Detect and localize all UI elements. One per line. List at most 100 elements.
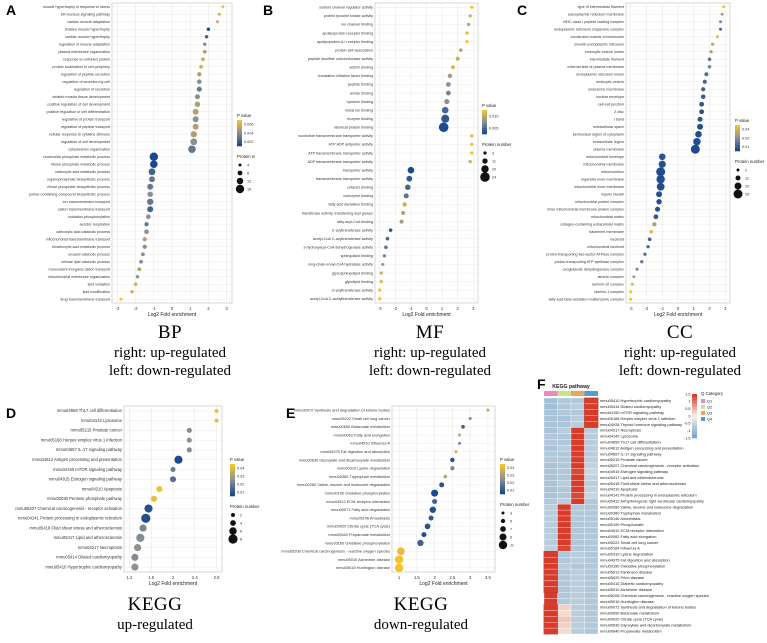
legend-size-title: Protein number — [482, 142, 512, 147]
term-label: nucleotide transmembrane transporter act… — [298, 134, 373, 138]
heatmap-cell — [570, 462, 585, 469]
x-tick-label: 1 — [398, 575, 401, 580]
legend-size-tick: 2 — [240, 513, 242, 517]
term-label: muscle hypertrophy in response to stress — [43, 5, 110, 9]
legend-size-tick: 12 — [247, 179, 251, 183]
x-tick-label: 2.8 — [214, 575, 220, 580]
heatmap-cell — [570, 445, 585, 452]
heatmap-row-label: mmu05414 Dilated cardiomyopathy — [600, 404, 661, 409]
legend-color-segment — [230, 488, 235, 491]
legend-color-segment — [735, 140, 740, 143]
heatmap-cell — [570, 409, 585, 416]
legend-color-segment — [482, 132, 487, 135]
heatmap-cell — [543, 439, 558, 446]
data-point — [192, 116, 199, 123]
heatmap-row-label: mmu05010 Alzheimer disease — [600, 587, 652, 592]
data-point — [131, 553, 139, 561]
heatmap-cell — [584, 445, 599, 452]
data-point — [702, 79, 707, 84]
heatmap-cell — [543, 427, 558, 434]
heatmap-cell — [584, 574, 599, 582]
term-label: mmu00062 Fatty acid elongation — [334, 432, 390, 437]
heatmap-cell — [570, 586, 585, 593]
caption-cc: CC right: up-regulated left: down-regula… — [590, 322, 767, 380]
heatmap-cell — [557, 492, 572, 499]
heatmap-row-label: mmu05164 Influenza A — [600, 546, 640, 551]
legend-size-tick: 3 — [492, 151, 494, 155]
category-legend-swatch — [701, 405, 705, 409]
legend-color-segment — [482, 124, 487, 127]
heatmap-cell — [584, 498, 599, 505]
x-tick-label: 0 — [677, 306, 680, 311]
heatmap-cell — [584, 539, 599, 546]
term-label: mmu05215 Prostate cancer — [71, 428, 123, 433]
term-label: positive regulation of cell differentiat… — [47, 110, 110, 114]
heatmap-cell — [584, 557, 599, 564]
legend-size-tick: 16 — [247, 187, 251, 191]
category-strip-cell — [584, 391, 598, 396]
caption-bp-note-1: right: up-regulated — [113, 345, 227, 361]
heatmap-cell — [543, 492, 558, 499]
data-point — [144, 222, 149, 227]
heatmap-cell — [543, 586, 558, 593]
term-label: sarcoplasmic reticulum membrane — [568, 13, 624, 17]
x-axis-label: Log2 Fold enrichment — [654, 312, 703, 318]
heatmap-cell — [570, 486, 585, 493]
heatmap-cell — [570, 456, 585, 464]
heatmap-row-label: mmu00380 Tryptophan metabolism — [600, 510, 661, 515]
heatmap-cell — [570, 592, 585, 599]
term-label: I band — [614, 118, 624, 122]
term-label: mmu04217 Necroptosis — [78, 545, 122, 550]
legend-color-segment — [735, 133, 740, 137]
term-label: identical protein binding — [334, 126, 373, 130]
heatmap-cell — [543, 610, 558, 617]
data-point — [711, 42, 715, 46]
term-label: ER-nucleus signaling pathway — [61, 13, 111, 17]
data-point — [144, 229, 149, 235]
panel-label-b: B — [263, 2, 274, 18]
heatmap-row-label: mmu05215 Prostate cancer — [600, 457, 648, 462]
heatmap-cell — [543, 563, 558, 570]
legend-color-segment — [500, 489, 505, 492]
legend-color-segment — [230, 490, 235, 494]
term-label: organelle inner membrane — [581, 178, 624, 182]
term-label: carboxylic acid catabolic process — [56, 230, 110, 234]
heatmap-row-label: mmu00310 Lysine degradation — [600, 552, 653, 557]
heatmap-cell — [557, 509, 572, 517]
term-label: translation initiation factor binding — [318, 74, 373, 78]
heatmap-row-label: mmu05418 Fluid shear stress and atherosc… — [600, 481, 686, 486]
heatmap-cell — [543, 409, 558, 416]
heatmap-cell — [543, 450, 558, 458]
term-label: apolipoprotein receptor binding — [322, 31, 373, 35]
heatmap-cell — [570, 568, 585, 576]
data-point — [656, 175, 665, 184]
category-legend-label: Q3 — [707, 410, 712, 415]
heatmap-cell — [543, 598, 558, 605]
data-point — [486, 408, 490, 412]
data-point — [130, 290, 134, 294]
legend-color-tick: 0.04 — [742, 128, 749, 132]
category-strip-cell — [544, 391, 558, 396]
caption-mf-title: MF — [415, 322, 445, 343]
legend-size-tick: 7 — [510, 527, 512, 531]
heatmap-cell — [584, 433, 599, 440]
term-label: mmu00640 Propanoate metabolism — [328, 532, 390, 537]
data-point — [378, 297, 382, 301]
term-label: mmu00071 Fatty acid degradation — [331, 507, 390, 512]
legend-size-tick: 20 — [745, 184, 749, 188]
chart-e-kegg-down: 1 1.5 2 2.5 3 3.5 mmu00072 Synthesis and degra… — [281, 405, 530, 587]
x-axis-label: Log2 Fold enrichment — [402, 312, 451, 318]
heatmap-cell — [557, 527, 572, 534]
data-point — [656, 167, 666, 177]
legend-size-tick: 29 — [745, 192, 749, 196]
heatmap-cell — [584, 616, 599, 623]
heatmap-row-label: mmu00190 Phosphonate — [600, 522, 643, 527]
data-point — [457, 441, 461, 445]
term-label: nucleoside phosphate metabolic process — [43, 155, 110, 159]
heatmap-cell — [557, 486, 572, 493]
heatmap-cell — [557, 450, 572, 458]
data-point — [630, 282, 634, 286]
term-label: mitochondrial inner membrane — [574, 185, 624, 189]
scale-segment — [692, 431, 697, 436]
heatmap-cell — [570, 515, 585, 523]
